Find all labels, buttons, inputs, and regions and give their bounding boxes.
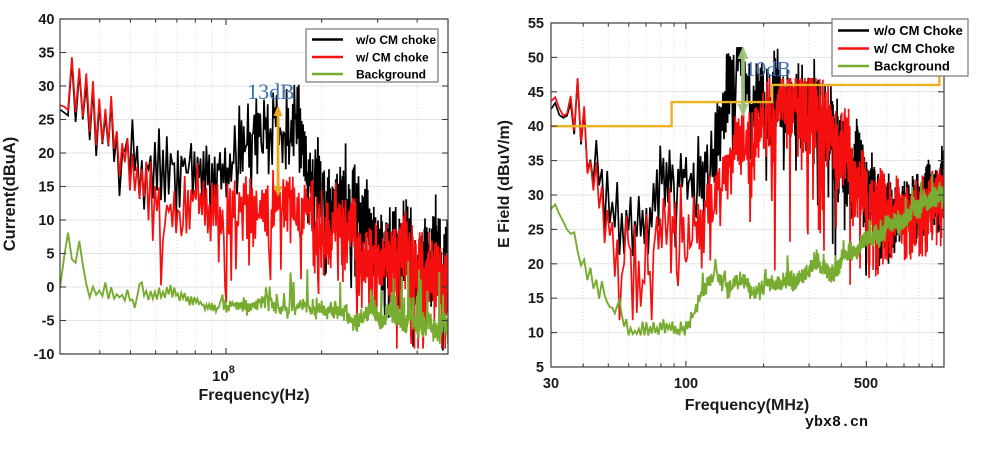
svg-text:25: 25	[528, 222, 544, 238]
svg-text:55: 55	[528, 16, 544, 32]
svg-text:w/o CM Choke: w/o CM Choke	[873, 23, 963, 38]
svg-text:w/ CM Choke: w/ CM Choke	[873, 41, 955, 56]
svg-text:20: 20	[38, 146, 54, 162]
svg-text:Background: Background	[356, 68, 426, 82]
svg-text:40: 40	[38, 12, 54, 28]
svg-text:Current(dBuA): Current(dBuA)	[1, 137, 19, 252]
svg-text:35: 35	[38, 46, 54, 62]
svg-text:-10: -10	[34, 347, 55, 363]
svg-text:35: 35	[528, 154, 544, 170]
svg-text:ybx8.cn: ybx8.cn	[805, 414, 868, 431]
svg-text:E Field (dBuV/m): E Field (dBuV/m)	[496, 120, 513, 248]
svg-text:5: 5	[536, 360, 544, 376]
svg-text:25: 25	[38, 113, 54, 129]
svg-text:15: 15	[38, 180, 54, 196]
svg-text:30: 30	[543, 376, 559, 392]
svg-text:Frequency(MHz): Frequency(MHz)	[685, 397, 809, 414]
svg-text:30: 30	[528, 188, 544, 204]
svg-text:13dB: 13dB	[247, 79, 295, 104]
svg-text:100: 100	[674, 376, 698, 392]
svg-text:50: 50	[528, 50, 544, 66]
svg-text:Background: Background	[874, 59, 950, 74]
svg-text:10: 10	[38, 213, 54, 229]
svg-text:w/o CM choke: w/o CM choke	[355, 33, 436, 47]
svg-text:500: 500	[854, 376, 878, 392]
svg-text:10: 10	[528, 326, 544, 342]
svg-text:20: 20	[528, 257, 544, 273]
svg-text:15: 15	[528, 291, 544, 307]
svg-text:Frequency(Hz): Frequency(Hz)	[198, 387, 309, 404]
svg-text:5: 5	[46, 247, 54, 263]
svg-text:w/ CM choke: w/ CM choke	[355, 51, 429, 65]
svg-text:-5: -5	[42, 314, 55, 330]
svg-text:45: 45	[528, 85, 544, 101]
svg-text:0: 0	[46, 280, 54, 296]
svg-text:40: 40	[528, 119, 544, 135]
svg-text:10dB: 10dB	[745, 57, 791, 81]
svg-text:30: 30	[38, 79, 54, 95]
